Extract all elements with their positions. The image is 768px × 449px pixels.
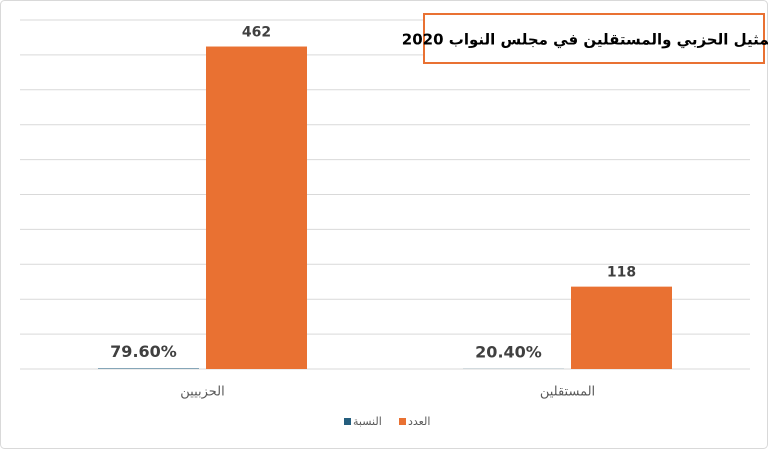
bar: [571, 286, 672, 369]
plot-area: الحزبيين 79.60% 462 المستقلين 20.40% 118 النسب…: [20, 19, 750, 428]
x-tick-label: المستقلين: [540, 385, 595, 400]
legend-swatch: [399, 418, 406, 425]
title-box: [423, 13, 765, 64]
value-label: 118: [607, 265, 636, 281]
legend-label: العدد: [408, 415, 430, 428]
bar: [206, 46, 307, 370]
chart-title: التمثيل الحزبي والمستقلين في مجلس النواب…: [402, 31, 768, 49]
value-label: 20.40%: [475, 342, 542, 361]
legend-label: النسبة: [353, 415, 382, 428]
legend-swatch: [344, 418, 351, 425]
bar: [98, 368, 199, 369]
value-label: 79.60%: [110, 342, 177, 361]
x-tick-label: الحزبيين: [180, 385, 225, 400]
value-label: 462: [242, 25, 271, 41]
